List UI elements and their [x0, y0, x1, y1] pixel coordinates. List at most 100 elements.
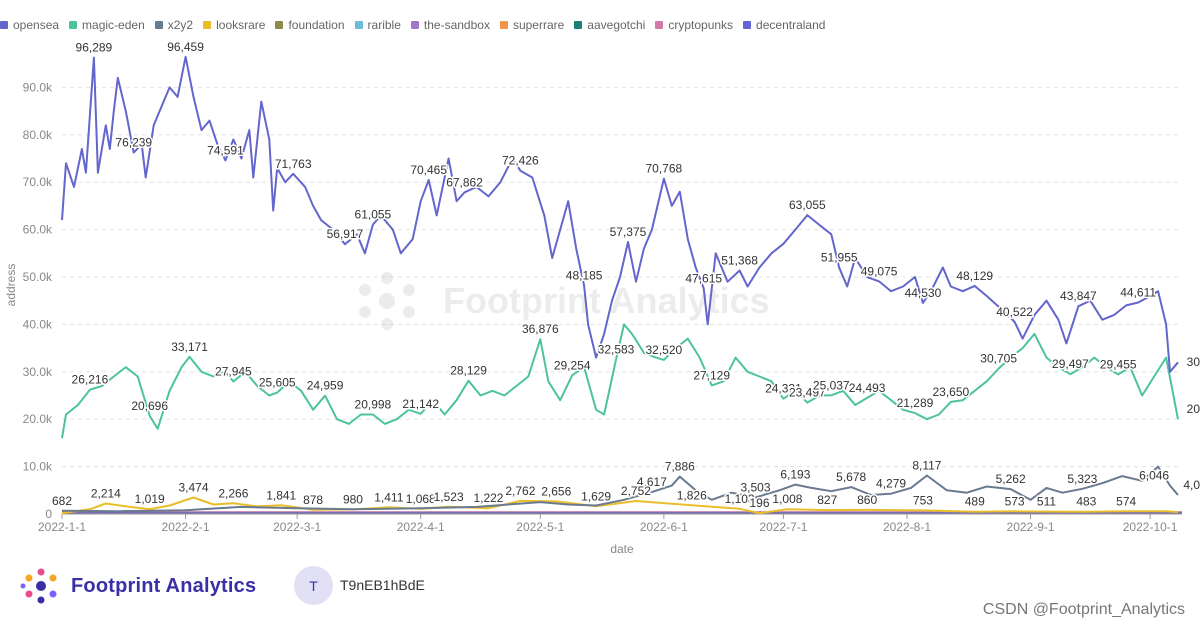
- data-label: 96,289: [76, 41, 113, 55]
- legend-swatch: [743, 21, 752, 29]
- data-label: 3,503: [741, 480, 771, 494]
- legend-label: foundation: [288, 18, 345, 32]
- legend-item-x2y2[interactable]: x2y2: [154, 17, 193, 33]
- data-label: 36,876: [522, 322, 559, 336]
- username[interactable]: T9nEB1hBdE: [340, 577, 425, 593]
- data-label: 23,650: [932, 385, 969, 399]
- data-label: 61,055: [355, 208, 392, 222]
- series-line-opensea: [61, 55, 1179, 373]
- data-label: 29,497: [1052, 357, 1089, 371]
- data-label: 511: [1037, 495, 1056, 509]
- legend-item-cryptopunks[interactable]: cryptopunks: [655, 17, 733, 33]
- avatar[interactable]: T: [294, 566, 333, 605]
- data-label: 1,068: [406, 492, 436, 506]
- data-label: 753: [913, 493, 933, 507]
- y-tick-label: 60.0k: [23, 223, 53, 237]
- data-label: 32,583: [598, 343, 635, 357]
- y-tick-label: 10.0k: [23, 460, 53, 474]
- data-label: 24,493: [849, 381, 886, 395]
- data-label: 3,474: [179, 481, 209, 495]
- y-tick-label: 80.0k: [23, 128, 53, 142]
- data-label: 26,216: [72, 373, 109, 387]
- data-label: 51,955: [821, 251, 858, 265]
- x-tick-label: 2022-5-1: [516, 520, 564, 534]
- data-label: 70,465: [410, 163, 447, 177]
- legend-label: cryptopunks: [668, 18, 734, 32]
- legend-label: aavegotchi: [587, 18, 646, 32]
- legend-item-the-sandbox[interactable]: the-sandbox: [410, 17, 490, 33]
- data-label: 70,768: [645, 162, 682, 176]
- data-label: 4,617: [637, 475, 667, 489]
- x-tick-label: 2022-10-1: [1123, 520, 1178, 534]
- data-label: 30: [1187, 355, 1200, 369]
- footprint-logo[interactable]: Footprint Analytics: [19, 566, 256, 606]
- x-tick-label: 2022-2-1: [162, 520, 210, 534]
- x-tick-label: 2022-9-1: [1007, 520, 1055, 534]
- data-label: 44,530: [905, 286, 942, 300]
- data-label: 29,455: [1100, 357, 1137, 371]
- line-chart: 0 10.0k 20.0k 30.0k 40.0k 50.0k 60.0k 70.0k 80.0…: [4, 38, 1200, 556]
- legend-item-looksrare[interactable]: looksrare: [203, 17, 265, 33]
- x-tick-label: 2022-4-1: [397, 520, 445, 534]
- data-label: 56,917: [327, 227, 364, 241]
- y-tick-label: 0: [45, 507, 52, 521]
- data-label: 4,279: [876, 477, 906, 491]
- data-label: 25,605: [259, 376, 296, 390]
- data-label: 28,129: [450, 364, 487, 378]
- legend-item-opensea[interactable]: opensea: [0, 17, 59, 33]
- data-label: 48,129: [956, 269, 993, 283]
- x-tick-label: 2022-3-1: [273, 520, 321, 534]
- data-label: 6,193: [780, 468, 810, 482]
- data-label: 1,841: [266, 488, 296, 502]
- legend-item-foundation[interactable]: foundation: [275, 17, 345, 33]
- footprint-logo-icon: [20, 568, 57, 604]
- x-tick-label: 2022-7-1: [759, 520, 807, 534]
- data-label: 1,222: [473, 491, 503, 505]
- legend-label: opensea: [13, 18, 60, 32]
- y-tick-label: 40.0k: [23, 317, 53, 331]
- data-label: 27,945: [215, 365, 252, 379]
- data-label: 4,0: [1183, 478, 1200, 492]
- data-label: 71,763: [275, 157, 312, 171]
- data-label: 483: [1076, 495, 1096, 509]
- chart-legend: opensea magic-eden x2y2 looksrare foundation…: [0, 17, 825, 33]
- data-label: 57,375: [610, 225, 647, 239]
- y-tick-label: 90.0k: [23, 80, 53, 94]
- y-tick-label: 30.0k: [23, 365, 53, 379]
- legend-label: the-sandbox: [423, 18, 490, 32]
- data-label: 827: [817, 493, 837, 507]
- data-label: 1,826: [677, 488, 707, 502]
- data-label: 5,323: [1067, 472, 1097, 486]
- data-label: 20,696: [131, 399, 168, 413]
- data-label: 2,752: [621, 484, 651, 498]
- data-label: 40,522: [996, 305, 1033, 319]
- data-label: 860: [857, 493, 877, 507]
- legend-swatch: [203, 21, 212, 29]
- data-label: 1,008: [772, 492, 802, 506]
- legend-item-superrare[interactable]: superrare: [499, 17, 564, 33]
- data-label: 20: [1187, 402, 1200, 416]
- csdn-credit: CSDN @Footprint_Analytics: [982, 601, 1185, 618]
- data-label: 51,368: [721, 254, 758, 268]
- x-tick-label: 2022-6-1: [640, 520, 688, 534]
- legend-item-magic-eden[interactable]: magic-eden: [69, 17, 145, 33]
- data-label: 47,615: [685, 271, 722, 285]
- legend-swatch: [499, 21, 508, 29]
- data-label: 2,656: [541, 484, 571, 498]
- legend-item-decentraland[interactable]: decentraland: [743, 17, 825, 33]
- data-label: 20,998: [355, 397, 392, 411]
- series-line-looksrare: [61, 496, 1179, 515]
- data-label: 1,411: [374, 490, 403, 504]
- legend-item-rarible[interactable]: rarible: [354, 17, 401, 33]
- y-tick-label: 50.0k: [23, 270, 53, 284]
- legend-item-aavegotchi[interactable]: aavegotchi: [574, 17, 645, 33]
- data-label: 6,046: [1139, 468, 1169, 482]
- legend-swatch: [574, 21, 583, 29]
- data-label: 63,055: [789, 198, 826, 212]
- x-tick-label: 2022-1-1: [38, 520, 86, 534]
- data-label: 74,591: [207, 143, 244, 157]
- data-label: 7,886: [665, 460, 695, 474]
- data-label: 574: [1116, 494, 1136, 508]
- data-label: 44,611: [1120, 286, 1156, 300]
- data-label: 2,266: [218, 486, 248, 500]
